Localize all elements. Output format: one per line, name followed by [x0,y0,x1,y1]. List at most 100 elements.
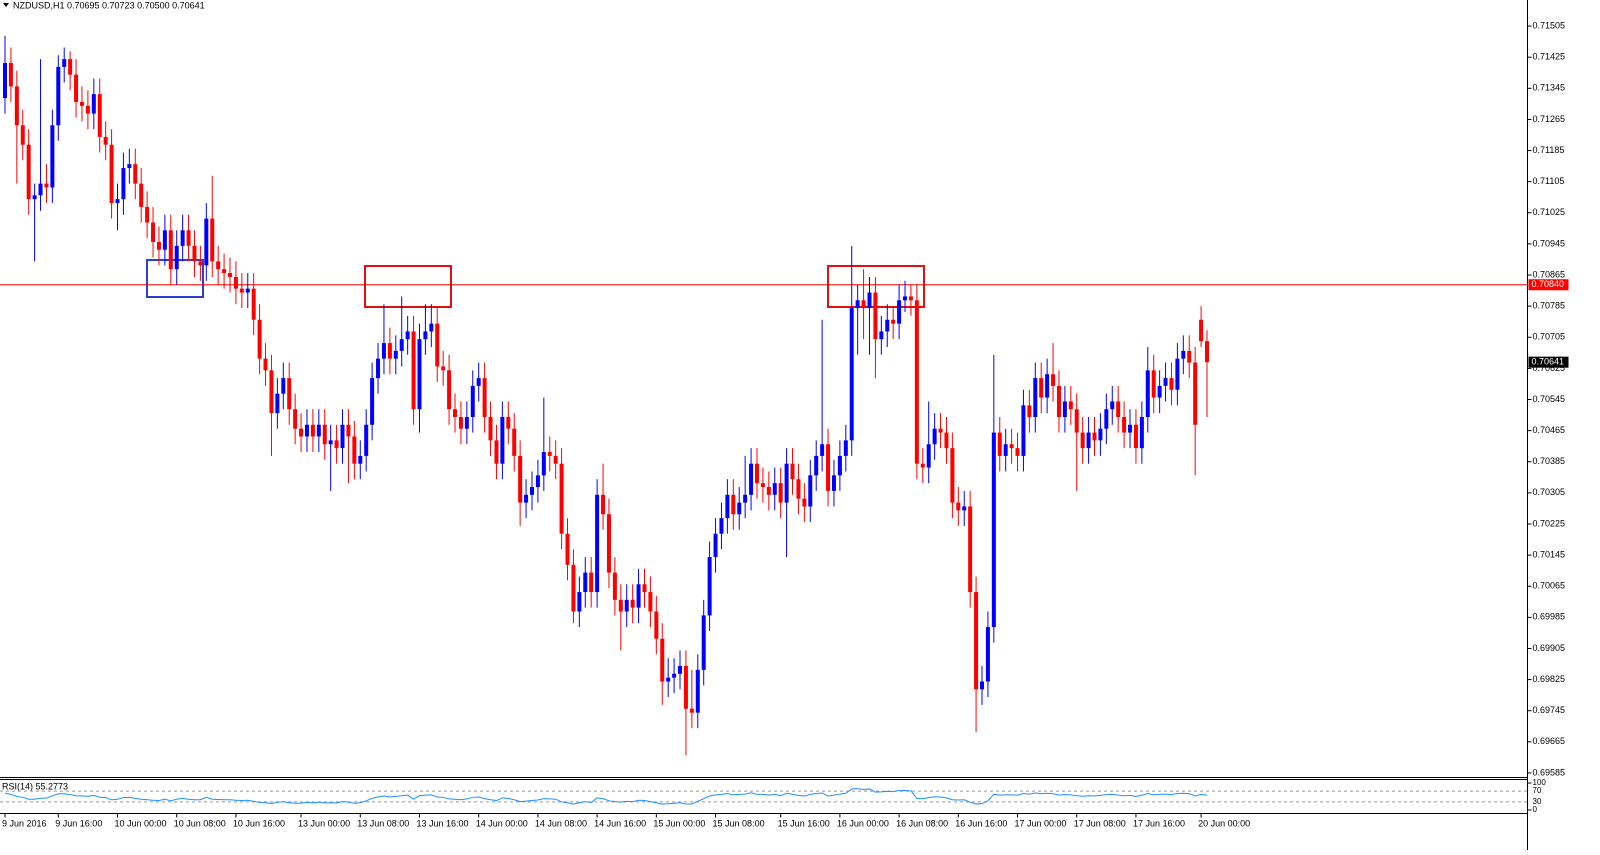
candle-body [38,183,43,196]
y-tick-label: 0.70865 [1533,269,1566,279]
candle-body [855,300,860,309]
candle-body [642,584,647,593]
candle-body [1062,401,1067,418]
candle-body [1068,401,1073,410]
candle-body [1021,405,1026,456]
candle-body [737,502,742,515]
candle-body [1122,417,1127,433]
candle-body [1098,428,1103,441]
y-tick-label: 0.69825 [1533,674,1566,684]
candle-body [8,63,13,87]
x-tick-label: 10 Jun 08:00 [174,818,226,828]
candle-body [198,261,203,266]
candle-body [346,424,351,437]
candle-body [79,101,84,106]
candle-body [796,479,801,499]
candle-body [453,409,458,418]
candle-body [192,245,197,262]
candle-body [553,455,558,464]
y-tick-label: 0.70385 [1533,456,1566,466]
candle-body [139,183,144,207]
candle-body [245,288,250,293]
candle-body [683,665,688,709]
candle-body [328,440,333,445]
candle-body [62,59,67,67]
candle-body [32,195,37,200]
candle-body [216,261,221,270]
candle-body [145,206,150,223]
y-tick-label: 0.70945 [1533,238,1566,248]
candle-body [826,444,831,491]
candle-body [754,463,759,484]
x-tick-label: 13 Jun 16:00 [416,818,468,828]
candle-body [1104,409,1109,429]
candle-body [488,417,493,441]
candle-body [464,417,469,429]
candle-body [482,378,487,418]
candle-body [583,572,588,593]
candle-body [1116,401,1121,418]
candle-body [476,378,481,386]
candle-body [589,572,594,593]
rsi-tick-label: 70 [1533,786,1542,795]
y-tick-label: 0.69745 [1533,705,1566,715]
candle-body [26,144,31,200]
candle-body [731,494,736,515]
candle-body [1187,350,1192,363]
candle-body [299,428,304,437]
candle-body [233,276,238,289]
candle-body [760,483,765,488]
y-tick-label: 0.71185 [1533,145,1565,155]
candle-body [820,444,825,456]
x-tick-label: 10 Jun 16:00 [233,818,285,828]
candle-body [405,331,410,340]
annotation-box [364,265,452,308]
x-tick-label: 15 Jun 08:00 [713,818,765,828]
frame [0,0,1528,850]
candle-body [861,300,866,309]
x-tick-label: 13 Jun 00:00 [298,818,350,828]
candle-body [20,125,25,145]
candle-body [1175,358,1180,390]
candle-body [938,428,943,433]
y-tick-label: 0.69985 [1533,612,1566,622]
last-price-tag [1528,356,1569,368]
candle-body [950,448,955,503]
candles [3,35,1209,756]
candle-body [636,584,641,608]
candle-body [565,533,570,565]
candle-body [269,370,274,414]
candle-body [381,343,386,359]
candle-body [843,440,848,456]
candle-body [1051,374,1056,386]
x-tick-label: 15 Jun 16:00 [778,818,830,828]
candle-body [666,677,671,682]
candle-body [1151,370,1156,398]
candle-body [808,475,813,507]
candle-body [962,506,967,511]
candle-body [14,86,19,126]
candle-body [174,245,179,270]
y-tick-label: 0.70785 [1533,301,1566,311]
candle-body [837,455,842,476]
candle-body [56,66,61,126]
candle-body [1181,350,1186,359]
candle-body [529,487,534,495]
rsi-tick-label: 100 [1533,778,1547,787]
candle-body [571,564,576,612]
candle-body [340,424,345,449]
candle-body [1009,444,1014,449]
candle-body [417,339,422,410]
level-price-label: 0.70840 [1532,279,1565,289]
candle-body [979,681,984,690]
candle-body [257,319,262,359]
candle-body [287,378,292,410]
candle-body [222,269,227,274]
candle-body [133,164,138,184]
candle-body [423,331,428,340]
candle-body [506,417,511,429]
y-tick-label: 0.70065 [1533,581,1566,591]
candle-body [601,494,606,515]
candle-body [1157,385,1162,398]
